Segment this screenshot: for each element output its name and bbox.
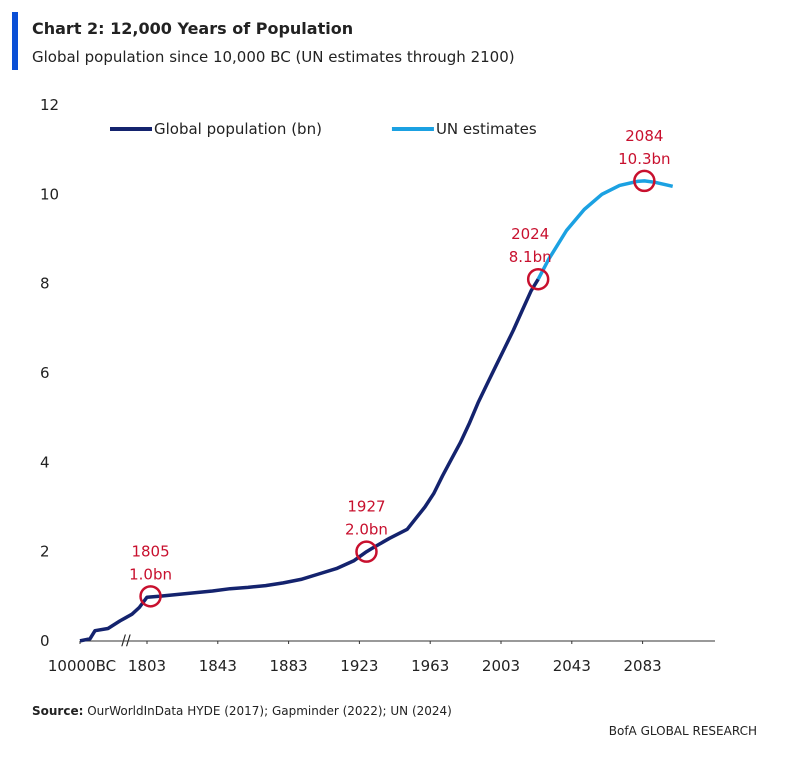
annotation-value: 1.0bn	[129, 565, 172, 583]
x-tick-label: 1843	[199, 657, 237, 675]
y-tick-label: 0	[40, 632, 50, 650]
x-tick-label: 2003	[482, 657, 520, 675]
y-tick-label: 10	[40, 185, 59, 203]
annotation-year: 1805	[131, 542, 169, 560]
x-tick-label: 1883	[270, 657, 308, 675]
line-series	[79, 278, 540, 643]
x-tick-label: 2043	[553, 657, 591, 675]
annotation-year: 2024	[511, 225, 549, 243]
x-tick-label: 10000BC	[48, 657, 116, 675]
y-tick-label: 8	[40, 275, 50, 293]
legend-label: Global population (bn)	[154, 120, 322, 138]
annotation-year: 2084	[625, 127, 663, 145]
x-tick-label: 2083	[624, 657, 662, 675]
chart-subtitle: Global population since 10,000 BC (UN es…	[32, 48, 515, 66]
chart-title: Chart 2: 12,000 Years of Population	[32, 19, 353, 38]
annotation-value: 2.0bn	[345, 521, 388, 539]
source-text: OurWorldInData HYDE (2017); Gapminder (2…	[87, 704, 452, 718]
y-tick-label: 4	[40, 453, 50, 471]
y-tick-label: 6	[40, 364, 50, 382]
annotation-value: 8.1bn	[509, 248, 552, 266]
legend-label: UN estimates	[436, 120, 537, 138]
source: Source: OurWorldInData HYDE (2017); Gapm…	[32, 704, 452, 718]
annotation-marker	[526, 267, 550, 291]
title-accent	[12, 12, 18, 70]
annotation-year: 1927	[347, 498, 385, 516]
footer: BofA GLOBAL RESEARCH	[609, 724, 757, 738]
annotation-marker	[355, 540, 378, 563]
y-tick-label: 2	[40, 543, 50, 561]
line-series	[536, 179, 674, 281]
annotation-value: 10.3bn	[618, 150, 670, 168]
annotation-marker	[139, 585, 162, 608]
annotation-marker	[633, 169, 656, 193]
x-tick-label: 1963	[411, 657, 449, 675]
x-tick-label: 1803	[128, 657, 166, 675]
source-label: Source:	[32, 704, 83, 718]
x-tick-label: 1923	[340, 657, 378, 675]
y-tick-label: 12	[40, 96, 59, 114]
